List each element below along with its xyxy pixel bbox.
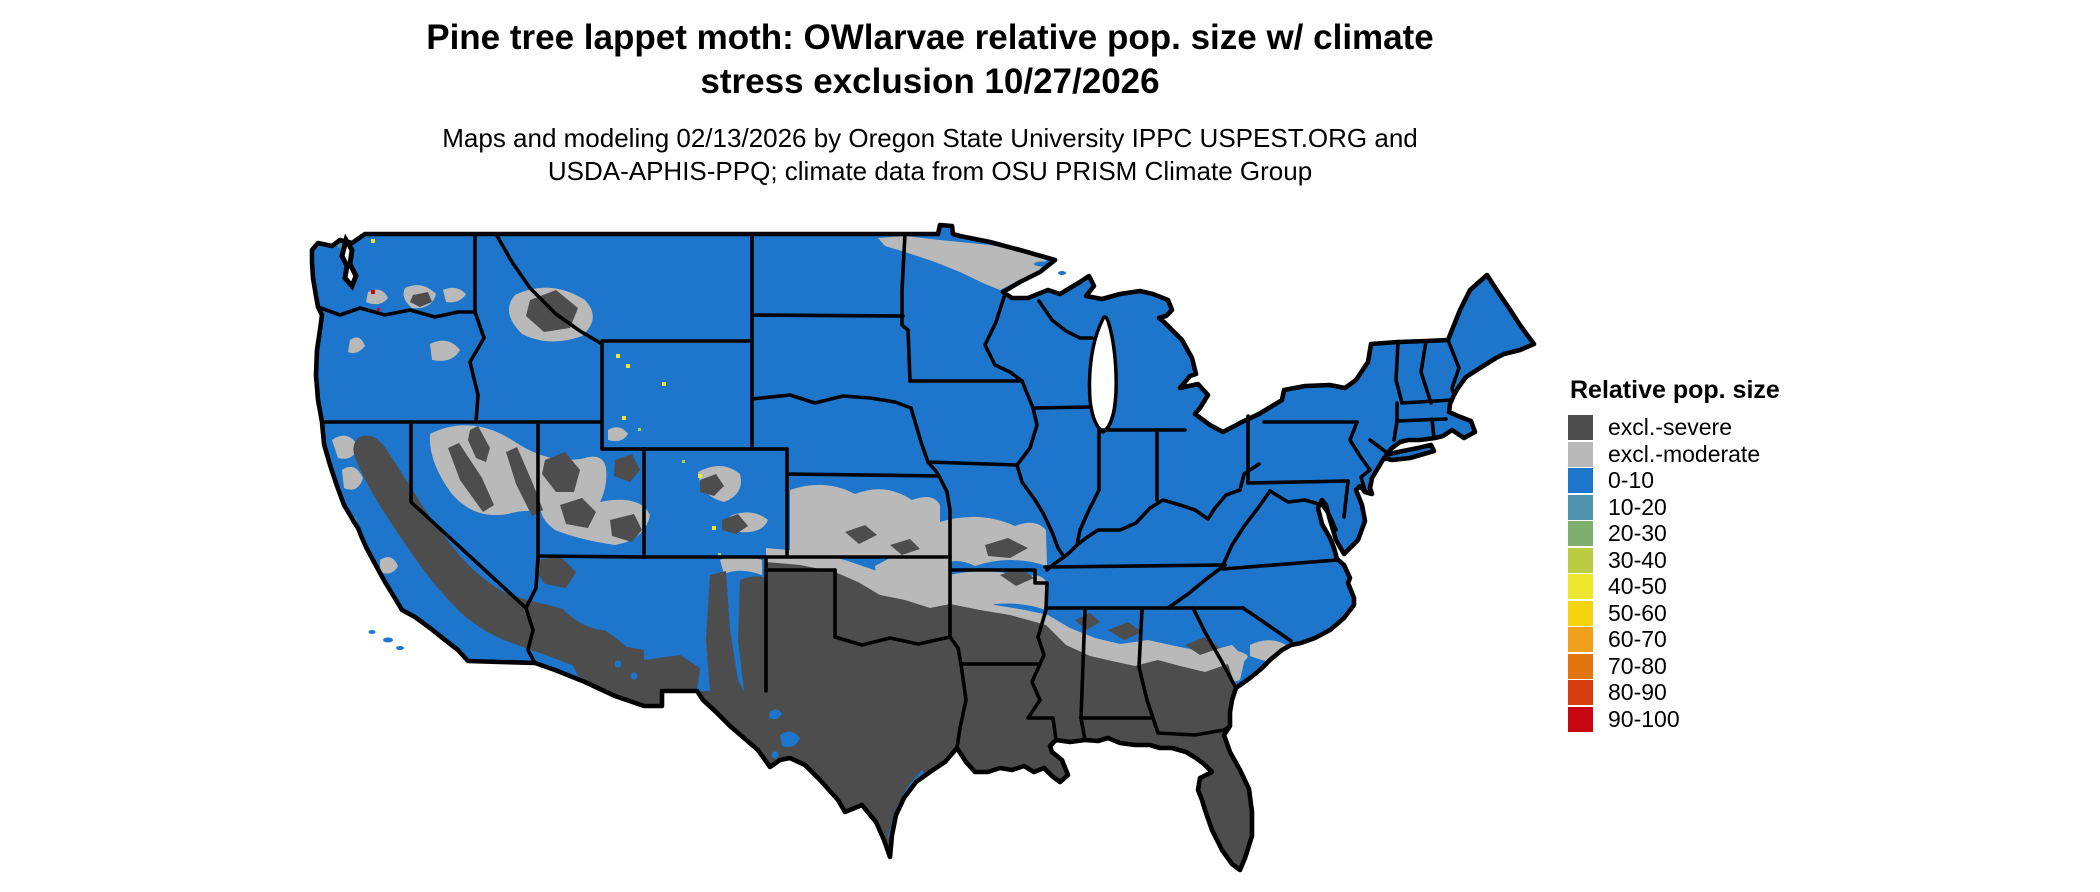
legend-label: 80-90 xyxy=(1608,679,1667,705)
legend-label: 0-10 xyxy=(1608,467,1655,493)
legend-row: 70-80 xyxy=(1568,652,1828,679)
map-title-line2: stress exclusion 10/27/2026 xyxy=(700,62,1160,101)
legend-row: 0-10 xyxy=(1568,467,1828,493)
state-borders xyxy=(316,232,1461,750)
legend-label: 60-70 xyxy=(1608,626,1667,652)
legend: Relative pop. size excl.-severe excl.-mo… xyxy=(1568,376,1828,733)
legend-title: Relative pop. size xyxy=(1570,376,1780,404)
legend-row: 30-40 xyxy=(1568,546,1828,573)
legend-swatch-60-70 xyxy=(1568,627,1593,652)
map-subtitle-line2: USDA-APHIS-PPQ; climate data from OSU PR… xyxy=(547,156,1313,186)
legend-label: 20-30 xyxy=(1608,520,1667,546)
legend-swatch-40-50 xyxy=(1568,574,1593,599)
legend-swatch-10-20 xyxy=(1568,494,1593,520)
legend-row: 50-60 xyxy=(1568,599,1828,626)
map-title: Pine tree lappet moth: OWlarvae relative… xyxy=(0,16,1860,104)
legend-swatch-30-40 xyxy=(1568,547,1593,573)
legend-label: 40-50 xyxy=(1608,573,1667,599)
legend-row: 80-90 xyxy=(1568,679,1828,705)
map-subtitle-line1: Maps and modeling 02/13/2026 by Oregon S… xyxy=(442,123,1418,153)
legend-label: excl.-severe xyxy=(1608,414,1732,440)
legend-label: excl.-moderate xyxy=(1608,440,1761,467)
lake-michigan xyxy=(1087,315,1118,435)
legend-row: 60-70 xyxy=(1568,626,1828,652)
legend-swatch-excl-severe xyxy=(1568,415,1593,440)
legend-row: 20-30 xyxy=(1568,520,1828,546)
legend-swatch-90-100 xyxy=(1568,706,1593,732)
legend-row: 10-20 xyxy=(1568,493,1828,520)
map-subtitle: Maps and modeling 02/13/2026 by Oregon S… xyxy=(0,122,1860,188)
legend-swatch-80-90 xyxy=(1568,680,1593,705)
offshore-islands xyxy=(368,261,1066,650)
legend-row: excl.-severe xyxy=(1568,414,1828,440)
puget-sound xyxy=(339,233,359,291)
legend-label: 90-100 xyxy=(1608,705,1680,732)
legend-swatch-0-10 xyxy=(1568,468,1593,493)
legend-label: 50-60 xyxy=(1608,599,1667,626)
legend-label: 30-40 xyxy=(1608,546,1667,573)
legend-swatch-50-60 xyxy=(1568,600,1593,626)
legend-swatch-excl-moderate xyxy=(1568,441,1593,467)
legend-label: 70-80 xyxy=(1608,652,1667,679)
legend-label: 10-20 xyxy=(1608,493,1667,520)
map-title-line1: Pine tree lappet moth: OWlarvae relative… xyxy=(426,18,1434,57)
region-90-100-specks xyxy=(371,290,380,311)
region-40-50-specks xyxy=(371,239,716,530)
legend-swatch-70-80 xyxy=(1568,653,1593,679)
legend-row: 90-100 xyxy=(1568,705,1828,732)
legend-row: excl.-moderate xyxy=(1568,440,1828,467)
region-30-40-specks xyxy=(638,428,721,556)
legend-swatch-20-30 xyxy=(1568,521,1593,546)
legend-row: 40-50 xyxy=(1568,573,1828,599)
